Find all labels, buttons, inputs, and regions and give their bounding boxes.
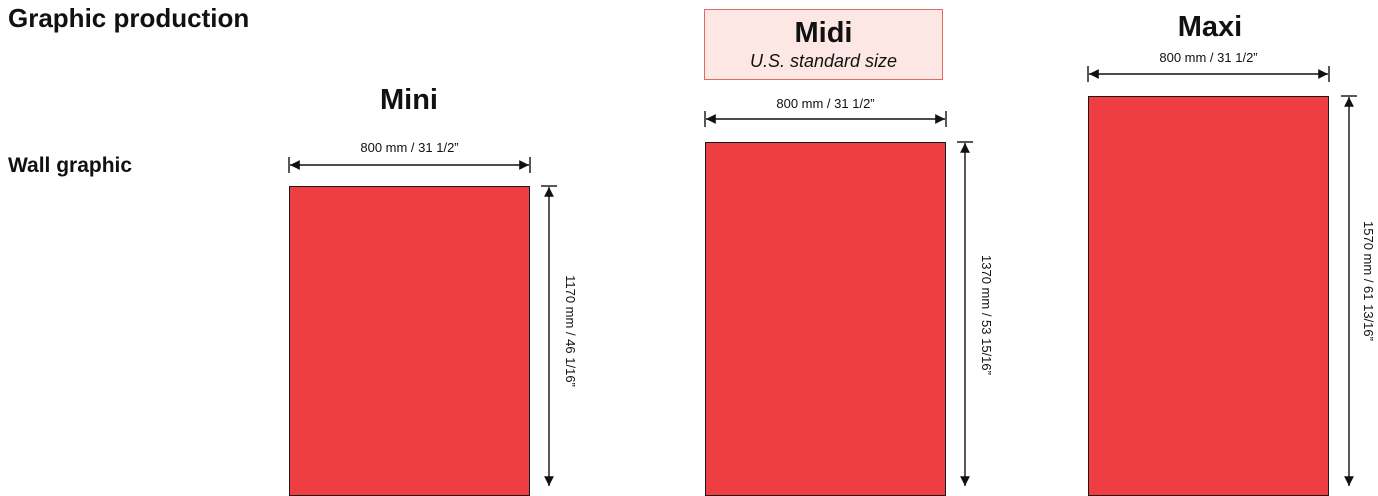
mini-width-label: 800 mm / 31 1/2” — [360, 140, 459, 155]
midi-width-label: 800 mm / 31 1/2” — [776, 96, 875, 111]
mini-title: Mini — [380, 84, 438, 116]
midi-poster — [705, 142, 946, 496]
maxi-title: Maxi — [1177, 11, 1243, 43]
midi-title: Midi — [794, 17, 853, 49]
row-label-wall-graphic: Wall graphic — [8, 154, 133, 177]
maxi-poster — [1088, 96, 1329, 496]
midi-callout: Midi U.S. standard size — [704, 9, 943, 80]
mini-poster — [289, 186, 530, 496]
maxi-width-label: 800 mm / 31 1/2” — [1159, 50, 1258, 65]
page-title: Graphic production — [8, 3, 250, 33]
midi-standard-note: U.S. standard size — [749, 51, 898, 71]
